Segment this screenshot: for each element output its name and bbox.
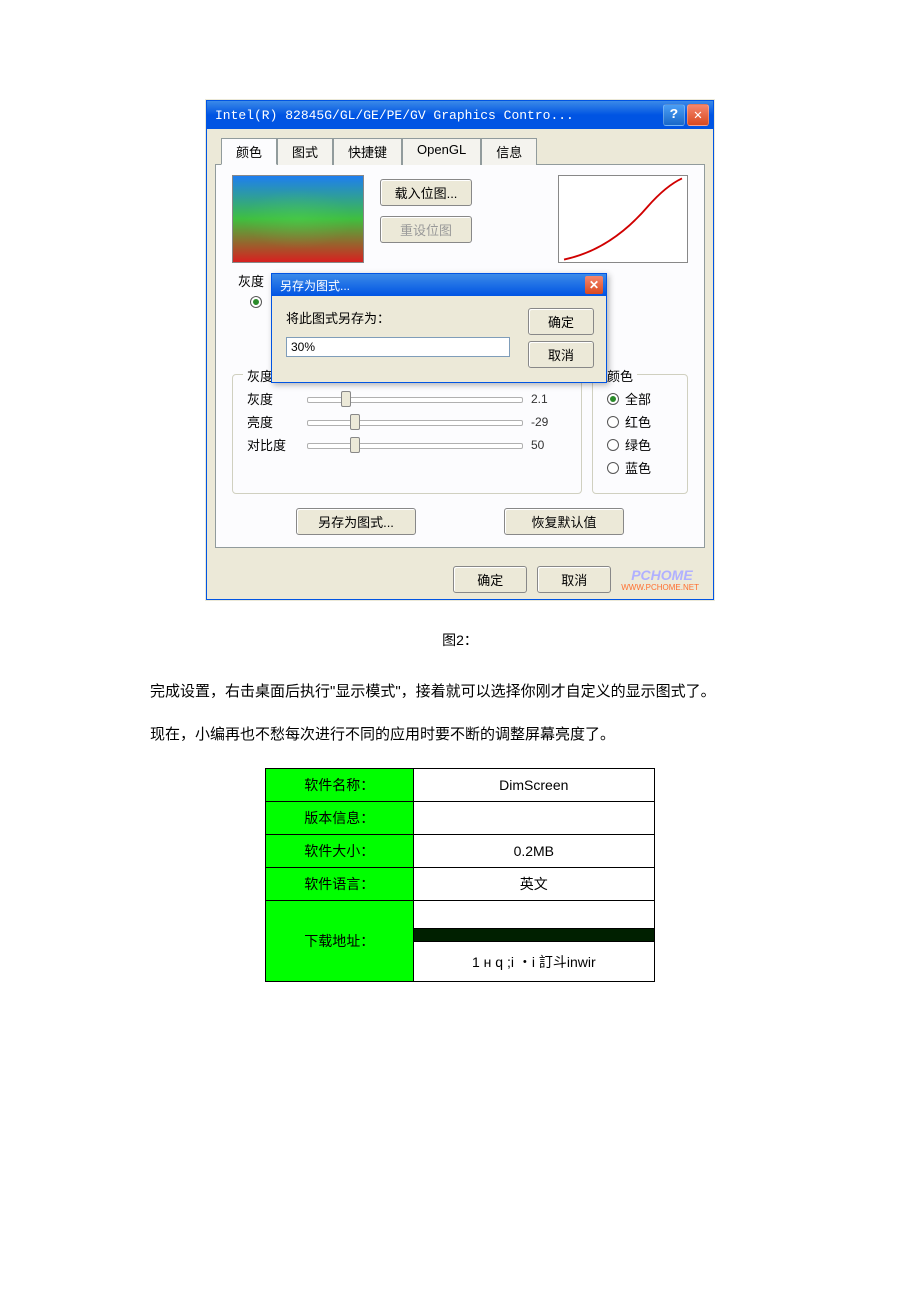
watermark-text: PCHOME	[631, 567, 692, 583]
table-row: 软件大小： 0.2MB	[266, 835, 655, 868]
inner-ok-button[interactable]: 确定	[528, 308, 594, 335]
inner-titlebar: 另存为图式... ✕	[272, 274, 606, 296]
dialog-titlebar: Intel(R) 82845G/GL/GE/PE/GV Graphics Con…	[207, 101, 713, 129]
scheme-name-input[interactable]	[286, 337, 510, 357]
save-as-scheme-button[interactable]: 另存为图式...	[296, 508, 416, 535]
color-preview-gradient	[232, 175, 364, 263]
download-text-cell: 1 н q ;i ・i 訂斗inwir	[413, 942, 654, 982]
gamma-slider-row: 灰度 2.1	[247, 389, 567, 408]
graphics-control-dialog: Intel(R) 82845G/GL/GE/PE/GV Graphics Con…	[206, 100, 714, 600]
tab-color[interactable]: 颜色	[221, 138, 277, 165]
table-row: 软件名称： DimScreen	[266, 769, 655, 802]
inner-cancel-button[interactable]: 取消	[528, 341, 594, 368]
radio-icon	[607, 416, 619, 428]
contrast-slider-row: 对比度 50	[247, 435, 567, 454]
save-as-prompt: 将此图式另存为：	[286, 308, 510, 327]
paragraph-2: 现在，小编再也不愁每次进行不同的应用时要不断的调整屏幕亮度了。	[120, 721, 800, 748]
radio-all-label: 全部	[625, 389, 651, 408]
label-software-name: 软件名称：	[266, 769, 414, 802]
brightness-slider-row: 亮度 -29	[247, 412, 567, 431]
tab-info[interactable]: 信息	[481, 138, 537, 165]
scheme-action-buttons: 另存为图式... 恢复默认值	[232, 508, 688, 535]
inner-dialog-title: 另存为图式...	[280, 277, 585, 294]
radio-icon	[607, 462, 619, 474]
lower-fieldsets: 灰度校正 灰度 2.1 亮度 -29 对比度 50	[232, 374, 688, 494]
label-language: 软件语言：	[266, 868, 414, 901]
label-size: 软件大小：	[266, 835, 414, 868]
inner-close-button[interactable]: ✕	[585, 276, 603, 294]
upper-row: 载入位图... 重设位图	[232, 175, 688, 263]
value-size: 0.2MB	[413, 835, 654, 868]
radio-red-label: 红色	[625, 412, 651, 431]
dialog-title: Intel(R) 82845G/GL/GE/PE/GV Graphics Con…	[215, 108, 661, 123]
color-channel-group: 颜色 全部 红色 绿色 蓝色	[592, 374, 688, 494]
value-software-name: DimScreen	[413, 769, 654, 802]
table-row: 下载地址：	[266, 901, 655, 929]
close-button[interactable]: ✕	[687, 104, 709, 126]
radio-green[interactable]: 绿色	[607, 435, 673, 454]
contrast-slider[interactable]	[307, 437, 523, 453]
value-version	[413, 802, 654, 835]
tab-scheme[interactable]: 图式	[277, 138, 333, 165]
help-button[interactable]: ?	[663, 104, 685, 126]
contrast-value: 50	[531, 438, 567, 452]
table-row: 软件语言： 英文	[266, 868, 655, 901]
pchome-watermark: PCHOME WWW.PCHOME.NET	[621, 567, 699, 592]
restore-default-button[interactable]: 恢复默认值	[504, 508, 624, 535]
brightness-slider[interactable]	[307, 414, 523, 430]
tab-row: 颜色 图式 快捷键 OpenGL 信息	[207, 129, 713, 164]
watermark-url: WWW.PCHOME.NET	[621, 583, 699, 592]
download-band-cell	[413, 929, 654, 942]
load-bitmap-button[interactable]: 载入位图...	[380, 179, 472, 206]
reset-bitmap-button: 重设位图	[380, 216, 472, 243]
table-row: 版本信息：	[266, 802, 655, 835]
contrast-label: 对比度	[247, 435, 299, 454]
figure-caption: 图2：	[120, 630, 800, 650]
radio-green-label: 绿色	[625, 435, 651, 454]
radio-red[interactable]: 红色	[607, 412, 673, 431]
gamma-correction-group: 灰度校正 灰度 2.1 亮度 -29 对比度 50	[232, 374, 582, 494]
color-group-legend: 颜色	[603, 366, 637, 385]
partial-radio-icon	[250, 296, 262, 308]
brightness-label: 亮度	[247, 412, 299, 431]
dialog-footer: 确定 取消 PCHOME WWW.PCHOME.NET	[207, 556, 713, 599]
radio-blue[interactable]: 蓝色	[607, 458, 673, 477]
tab-hotkey[interactable]: 快捷键	[333, 138, 402, 165]
gamma-curve-graph	[558, 175, 688, 263]
gamma-slider[interactable]	[307, 391, 523, 407]
cancel-button[interactable]: 取消	[537, 566, 611, 593]
inner-body: 将此图式另存为： 确定 取消	[272, 296, 606, 382]
tab-opengl[interactable]: OpenGL	[402, 138, 481, 165]
radio-blue-label: 蓝色	[625, 458, 651, 477]
label-download: 下载地址：	[266, 901, 414, 982]
gamma-label: 灰度	[247, 389, 299, 408]
radio-icon	[607, 393, 619, 405]
label-version: 版本信息：	[266, 802, 414, 835]
ok-button[interactable]: 确定	[453, 566, 527, 593]
download-dark-band	[414, 929, 654, 941]
brightness-value: -29	[531, 415, 567, 429]
radio-icon	[607, 439, 619, 451]
download-blank	[413, 901, 654, 929]
gamma-value: 2.1	[531, 392, 567, 406]
bitmap-buttons: 载入位图... 重设位图	[380, 179, 472, 243]
radio-all[interactable]: 全部	[607, 389, 673, 408]
save-as-scheme-dialog: 另存为图式... ✕ 将此图式另存为： 确定 取消	[271, 273, 607, 383]
software-info-table: 软件名称： DimScreen 版本信息： 软件大小： 0.2MB 软件语言： …	[265, 768, 655, 982]
value-language: 英文	[413, 868, 654, 901]
paragraph-1: 完成设置，右击桌面后执行"显示模式"，接着就可以选择你刚才自定义的显示图式了。	[120, 678, 800, 705]
